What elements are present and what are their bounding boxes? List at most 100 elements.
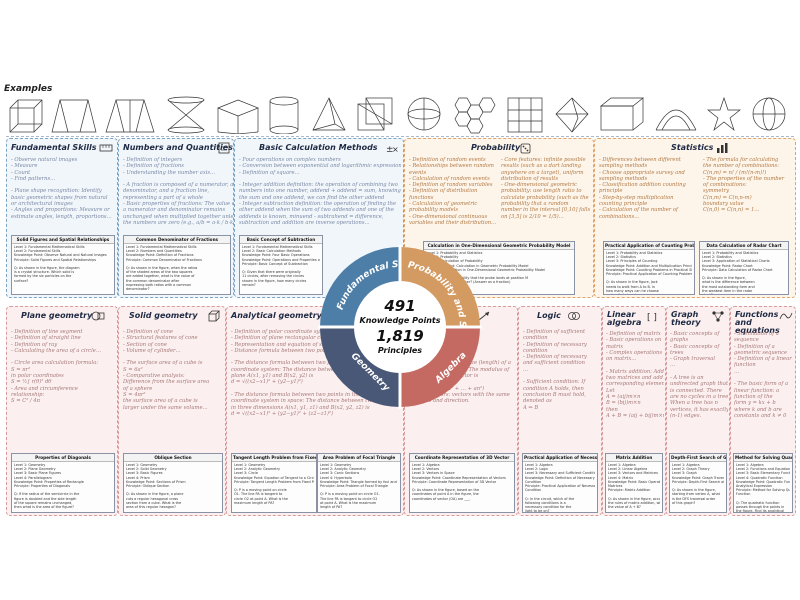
example-card: Common Denominator of Fractions Level 1: … — [123, 235, 231, 295]
section-content-left: - Differences between different sampling … — [599, 157, 703, 239]
content-line: estimate angles, length, proportions… — [11, 213, 112, 220]
content-line: - Calculating the area of a circle… — [11, 347, 102, 354]
card-line: of the square remains unchanged, — [14, 500, 73, 505]
card-line: Level 1: Probability and Statistics — [702, 251, 759, 255]
card-body: Level 1: Probability and Statistics Level… — [604, 250, 694, 294]
card-line: the most outstanding item and — [702, 284, 755, 289]
card-line: Level 2: Vectors — [412, 467, 439, 472]
content-line: - A fraction is composed of a numerator,… — [123, 182, 233, 189]
content-line: C(n,m) = C(n,n-m) — [703, 194, 752, 201]
content-line: - Angles and proportions: Measure or — [11, 207, 110, 214]
content-line: and sufficient condition — [523, 360, 586, 367]
card-line: Level 2: Solid Geometry — [126, 467, 167, 472]
section-title: Basic Calculation Methods — [259, 143, 378, 152]
content-line: - Calculation of geometric — [409, 201, 478, 208]
card-title: Oblique Section — [124, 454, 222, 462]
content-line: - Differences between different — [599, 157, 681, 163]
example-honeycomb — [454, 97, 496, 134]
content-line: sampling methods — [599, 163, 648, 170]
card-body: Level 1: Geometry Level 2: Analytic Geome… — [232, 462, 316, 506]
card-line: Level 2: Statistics — [606, 255, 636, 260]
card-line: Level 2: Basic Calculation Methods — [242, 249, 301, 254]
content-line: S = 4πr² — [123, 391, 146, 398]
content-line: d = √((x2−x1)² + (y2−y1)²) — [231, 379, 303, 386]
content-line: - Definition of fractions — [123, 163, 184, 170]
card-line: Knowledge Point: Radar Chart — [702, 263, 753, 268]
panel-probability: Probability - Definition of random event… — [404, 138, 594, 298]
content-line: - Basic concepts of — [670, 331, 720, 337]
card-line: Level 2: Logic — [525, 467, 549, 472]
content-line: - Definition of a linear — [734, 356, 792, 363]
card-line: Condition — [525, 488, 542, 493]
example-globe — [752, 97, 786, 131]
example-cube — [9, 99, 43, 133]
content-line: addends is known, minuend - subtrahend =… — [239, 213, 384, 220]
section-title: Probability — [471, 143, 521, 152]
card-line: Principle: Common Denominator of Fractio… — [126, 257, 202, 262]
card-line: Q: As shown in the figure, according to — [608, 496, 660, 501]
example-card: Basic Concept of Subtraction Level 1: Fun… — [239, 235, 323, 295]
content-line: - Definition of matrix — [606, 331, 661, 337]
content-line: a numerator and denominator remains — [123, 207, 226, 214]
example-card: Solid Figures and Spatial Relationships L… — [11, 235, 115, 295]
knowledge-points-label: Knowledge Points — [360, 316, 441, 325]
content-line: corresponding elements. — [606, 381, 664, 388]
calculator-icon — [218, 142, 230, 154]
card-title: Area Problem of Focal Triangle — [318, 454, 400, 462]
section-content-right: - The formula for calculating the number … — [703, 157, 793, 239]
section-title: Logic — [537, 311, 561, 320]
content-line: A ⇒ B — [523, 404, 539, 411]
card-body: Level 1: Geometry Level 2: Analytic Geome… — [318, 462, 400, 510]
example-curved-roof — [655, 109, 697, 131]
card-line: Level 3: Necessary and Sufficient Condit… — [525, 471, 595, 476]
content-line: other addend when the sum of two addends… — [239, 207, 394, 214]
example-cylinder — [269, 96, 299, 135]
dice-icon — [520, 143, 531, 154]
card-body: Level 1: Algebra Level 2: Logic Level 3: N… — [523, 462, 597, 512]
example-card: Coordinate Representation of 3D Vector Le… — [409, 453, 515, 513]
content-line: - Definition of random variables — [409, 182, 493, 189]
card-line: Knowledge Point: Addition and Multiplica… — [606, 263, 692, 268]
card-line: Knowledge Point: Definition of Necessary — [525, 475, 595, 480]
content-line: basic geometric shapes from natural — [11, 194, 108, 201]
content-line: - Definition of cone — [123, 329, 174, 335]
card-line: Level 4: Quadratic Function — [736, 475, 783, 480]
section-title: Plane geometry — [21, 311, 93, 320]
content-line: form y = kx + b — [734, 400, 776, 407]
content-line: condition A holds, then — [523, 385, 584, 392]
content-line: - Definition of a — [734, 343, 775, 350]
content-line: conclusion B must hold, — [523, 391, 586, 398]
separator — [6, 136, 794, 137]
card-line: how many ways can he choose — [606, 288, 659, 293]
content-line: boundary value — [703, 201, 744, 208]
content-line: - Step-by-step multiplication — [599, 194, 674, 201]
content-line: denoted as — [523, 398, 552, 405]
card-line: Condition — [525, 479, 542, 484]
content-line: - The formula for calculating — [703, 157, 779, 163]
content-line: - Circle area calculation formula: — [11, 360, 98, 367]
card-line: Q: If the radius of the semicircle in th… — [14, 492, 80, 497]
content-line: condition — [523, 347, 548, 354]
card-line: are added together, what is the value of — [126, 274, 195, 279]
section-title: Solid geometry — [129, 311, 198, 320]
center-wheel: Fundamental Skills Probability and Stati… — [315, 238, 482, 409]
content-line: functions — [409, 194, 434, 201]
card-line: Q: P is a moving point on circle O1. — [320, 492, 380, 497]
card-line: Level 3: Conic Sections — [320, 471, 360, 476]
content-line: - Observe natural images — [11, 157, 78, 163]
card-line: Knowledge Point: Equation of Tangent to … — [234, 475, 314, 480]
content-line: principle — [599, 188, 623, 195]
content-line: probability that a random — [501, 201, 569, 208]
content-line: - Structural features of cone — [123, 335, 198, 342]
card-line: Level 2: Analytic Geometry — [320, 467, 367, 472]
card-line: Level 4: Parallelogram — [14, 475, 52, 480]
card-line: the rules of matrix addition, what is — [608, 500, 660, 505]
card-line: the figure. Find its analytical — [736, 509, 785, 513]
card-title: Solid Figures and Spatial Relationships — [12, 236, 114, 244]
content-line: - Distance formula between two points… — [231, 347, 338, 354]
content-line: sampling methods — [599, 175, 648, 182]
section-title: Statistics — [671, 143, 714, 152]
content-line: sequence — [734, 337, 759, 344]
example-octahedron — [555, 97, 589, 133]
card-line: Level 2: Fundamental Skills — [14, 249, 61, 254]
